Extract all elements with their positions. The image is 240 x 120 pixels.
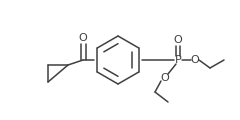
Text: O: O xyxy=(174,35,182,45)
Text: O: O xyxy=(79,33,87,43)
Text: O: O xyxy=(191,55,199,65)
Text: O: O xyxy=(161,73,169,83)
Text: P: P xyxy=(175,55,181,65)
